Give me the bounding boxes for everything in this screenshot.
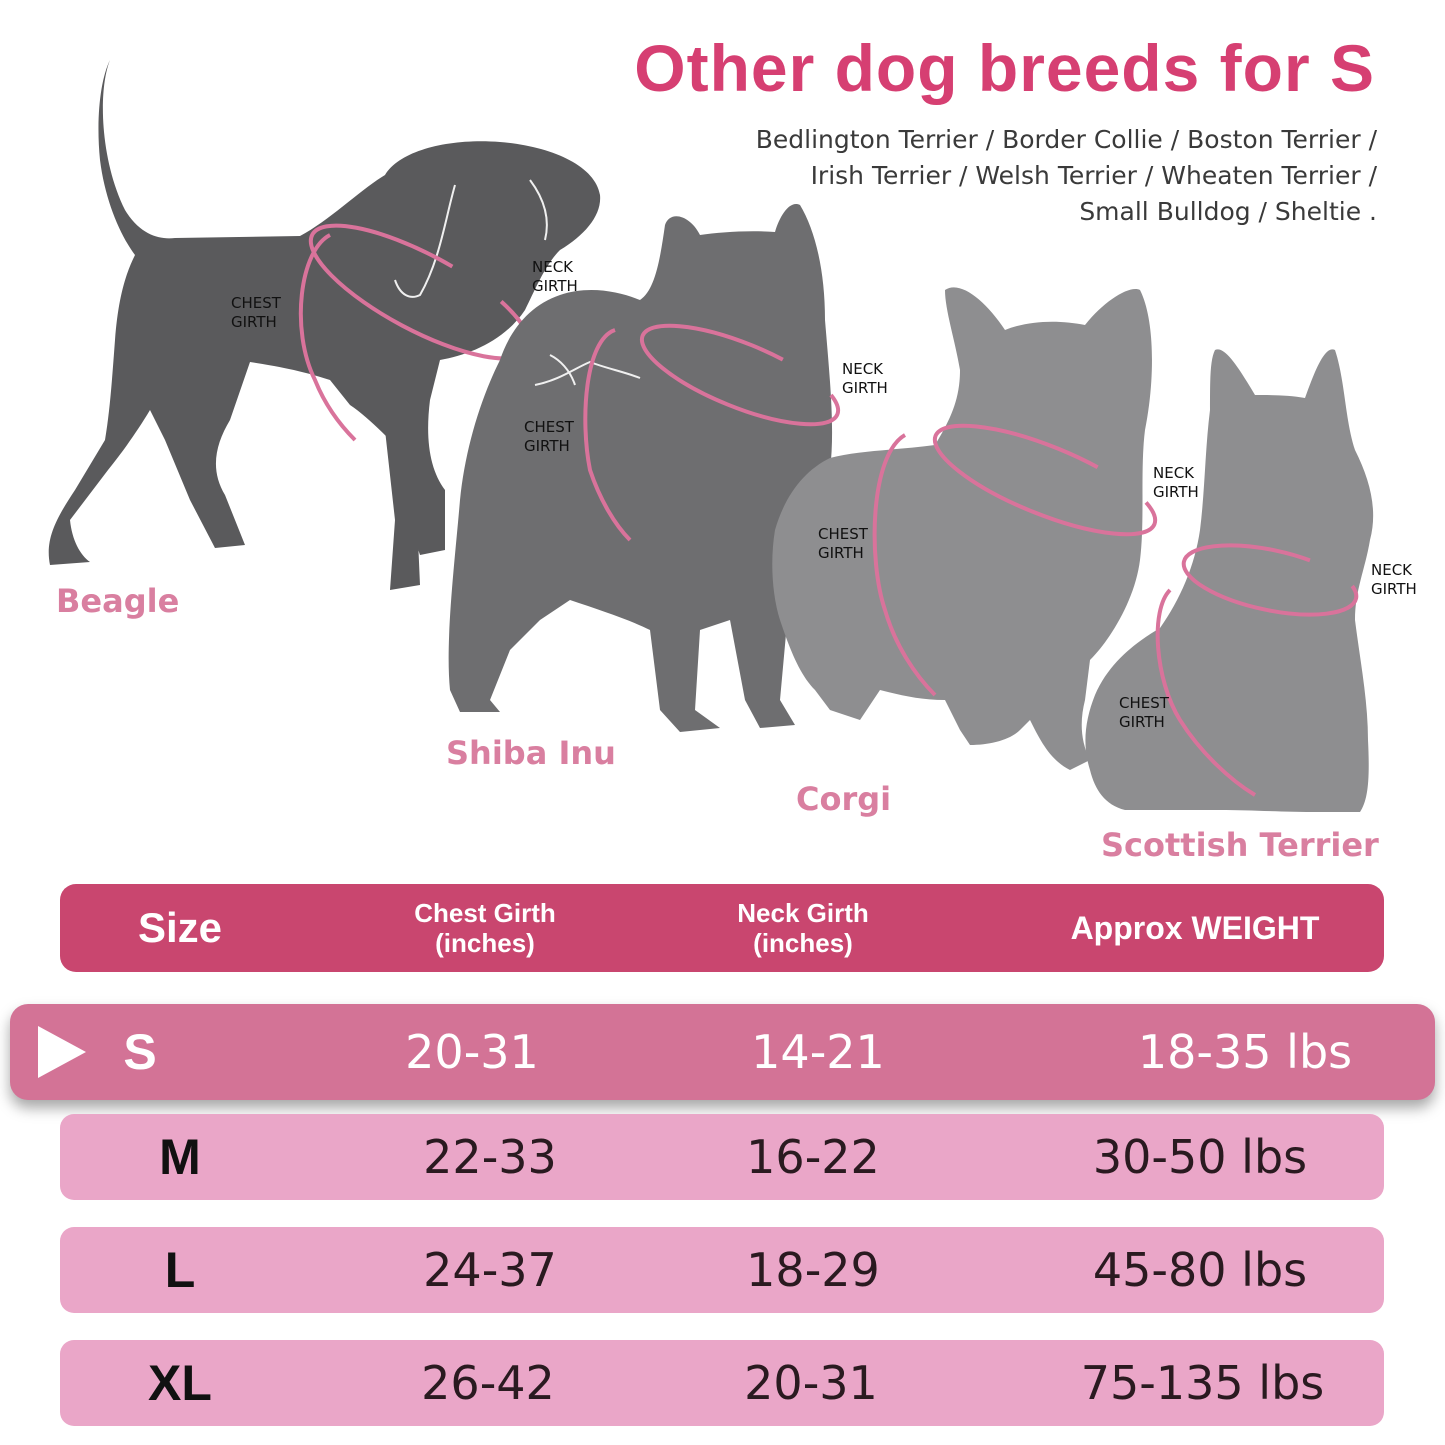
neck-girth-cell: 20-31: [744, 1356, 878, 1410]
size-row-s: S 20-31 14-21 18-35 lbs: [10, 1004, 1435, 1100]
beagle-silhouette: [48, 60, 601, 590]
chest-girth-cell: 20-31: [405, 1025, 539, 1079]
weight-cell: 45-80 lbs: [1092, 1243, 1308, 1297]
scottie-chest-girth-label: CHEST GIRTH: [1119, 694, 1169, 731]
size-cell: L: [164, 1242, 196, 1298]
size-cell: S: [123, 1024, 157, 1080]
header-approx-weight: Approx WEIGHT: [1070, 909, 1320, 946]
neck-girth-cell: 14-21: [751, 1025, 885, 1079]
breed-list-line: Small Bulldog / Sheltie .: [1079, 197, 1377, 226]
scottish-terrier-silhouette: [1085, 349, 1374, 812]
neck-girth-cell: 18-29: [746, 1243, 880, 1297]
dog-silhouettes-illustration: [48, 60, 1374, 812]
shiba-chest-girth-label: CHEST GIRTH: [524, 418, 574, 455]
beagle-neck-girth-label: NECK GIRTH: [532, 258, 578, 295]
size-table-header: Size Chest Girth (inches) Neck Girth (in…: [60, 884, 1384, 972]
breed-label-scottish-terrier: Scottish Terrier: [1101, 826, 1379, 864]
size-row-xl: XL 26-42 20-31 75-135 lbs: [60, 1340, 1384, 1426]
breed-list: Bedlington Terrier / Border Collie / Bos…: [617, 122, 1377, 230]
size-row-m: M 22-33 16-22 30-50 lbs: [60, 1114, 1384, 1200]
breed-label-shiba-inu: Shiba Inu: [446, 734, 616, 772]
corgi-neck-girth-label: NECK GIRTH: [1153, 464, 1199, 501]
beagle-chest-girth-label: CHEST GIRTH: [231, 294, 281, 331]
weight-cell: 75-135 lbs: [1080, 1356, 1325, 1410]
chest-girth-cell: 26-42: [421, 1356, 555, 1410]
weight-cell: 18-35 lbs: [1137, 1025, 1353, 1079]
shiba-silhouette: [448, 204, 841, 732]
chest-girth-cell: 24-37: [423, 1243, 557, 1297]
breed-label-beagle: Beagle: [56, 582, 180, 620]
corgi-silhouette: [772, 287, 1158, 770]
size-cell: XL: [148, 1355, 212, 1411]
chest-girth-cell: 22-33: [423, 1130, 557, 1184]
breed-list-line: Bedlington Terrier / Border Collie / Bos…: [755, 125, 1377, 154]
breed-list-line: Irish Terrier / Welsh Terrier / Wheaten …: [810, 161, 1377, 190]
shiba-neck-girth-label: NECK GIRTH: [842, 360, 888, 397]
header-chest-girth: Chest Girth (inches): [414, 898, 556, 958]
page-title: Other dog breeds for S: [634, 31, 1375, 105]
neck-girth-cell: 16-22: [746, 1130, 880, 1184]
size-cell: M: [159, 1129, 201, 1185]
breed-label-corgi: Corgi: [796, 780, 892, 818]
scottie-neck-girth-label: NECK GIRTH: [1371, 561, 1417, 598]
header-size: Size: [137, 904, 223, 951]
selected-pointer-icon: [38, 1026, 86, 1078]
header-neck-girth: Neck Girth (inches): [737, 898, 869, 958]
weight-cell: 30-50 lbs: [1092, 1130, 1308, 1184]
corgi-chest-girth-label: CHEST GIRTH: [818, 525, 868, 562]
size-row-l: L 24-37 18-29 45-80 lbs: [60, 1227, 1384, 1313]
